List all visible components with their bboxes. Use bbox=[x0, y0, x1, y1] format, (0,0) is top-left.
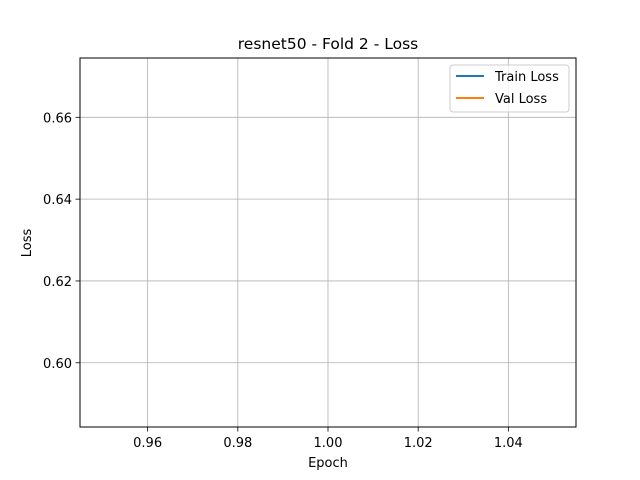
x-axis-label: Epoch bbox=[308, 456, 348, 471]
x-tick-label: 0.98 bbox=[223, 436, 252, 451]
x-tick-label: 0.96 bbox=[133, 436, 162, 451]
grid-lines bbox=[80, 58, 576, 427]
x-tick-label: 1.00 bbox=[314, 436, 343, 451]
legend-label-val-loss: Val Loss bbox=[495, 92, 547, 107]
legend: Train Loss Val Loss bbox=[449, 64, 570, 113]
x-tick-label: 1.04 bbox=[494, 436, 523, 451]
y-axis-ticks: 0.60 0.62 0.64 0.66 bbox=[43, 111, 80, 372]
y-tick-label: 0.60 bbox=[43, 357, 72, 372]
y-tick-label: 0.64 bbox=[43, 193, 72, 208]
chart-title: resnet50 - Fold 2 - Loss bbox=[238, 35, 418, 53]
y-tick-label: 0.66 bbox=[43, 111, 72, 126]
x-axis-ticks: 0.96 0.98 1.00 1.02 1.04 bbox=[133, 427, 523, 451]
y-axis-label: Loss bbox=[20, 229, 35, 258]
x-tick-label: 1.02 bbox=[404, 436, 433, 451]
y-tick-label: 0.62 bbox=[43, 275, 72, 290]
legend-label-train-loss: Train Loss bbox=[494, 70, 559, 85]
